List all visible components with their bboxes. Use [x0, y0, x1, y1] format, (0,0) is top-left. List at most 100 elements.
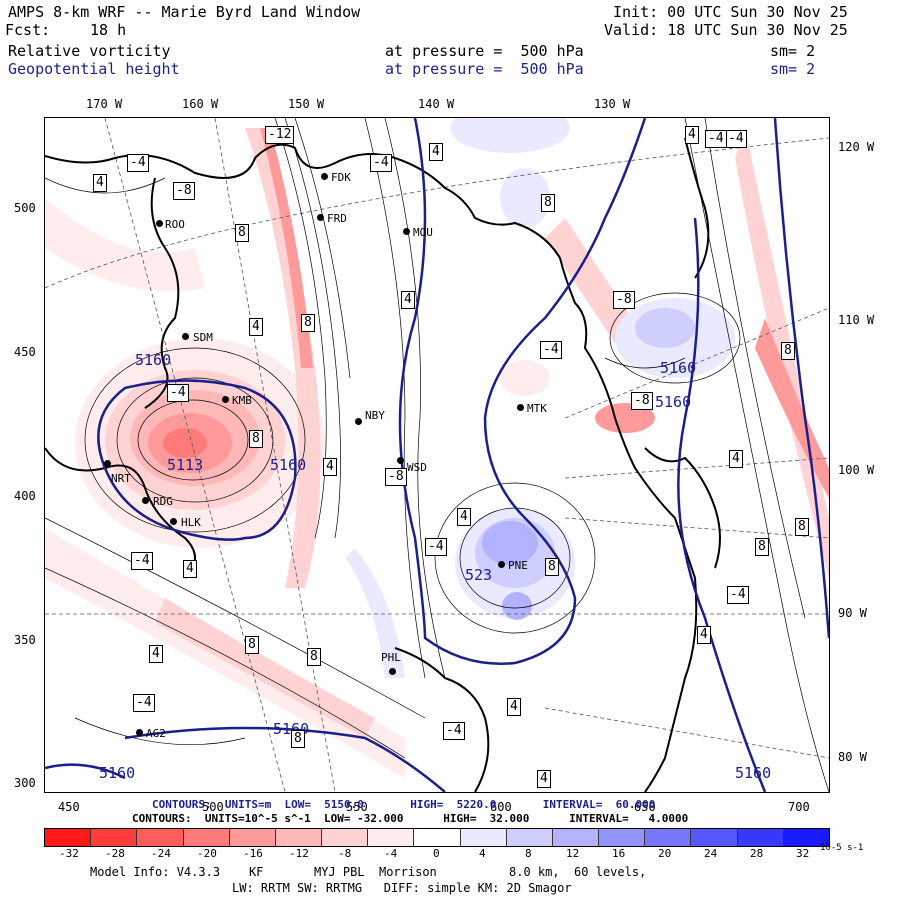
station-label: SDM [193, 331, 213, 344]
color-scale-tick: -4 [384, 847, 398, 860]
top-lon-label: 170 W [86, 97, 123, 111]
height-label: 5160 [135, 351, 172, 369]
color-swatch [506, 829, 553, 846]
station-label: MTK [527, 402, 547, 415]
color-scale-tick: -8 [338, 847, 352, 860]
color-scale-units: 10-5 s-1 [820, 843, 864, 853]
vorticity-label: -8 [613, 291, 635, 309]
left-y-label: 500 [14, 201, 36, 215]
valid-time: Valid: 18 UTC Sun 30 Nov 25 [604, 21, 848, 39]
top-lon-label: 160 W [182, 97, 219, 111]
color-scale-tick: -16 [243, 847, 263, 860]
coastline [45, 137, 721, 792]
color-swatch [322, 829, 369, 846]
station-marker [170, 518, 177, 525]
vorticity-label: -4 [705, 130, 727, 148]
color-swatch [183, 829, 230, 846]
vorticity-label: 4 [93, 174, 107, 192]
vorticity-label: -4 [425, 538, 447, 556]
color-scale-tick: -24 [151, 847, 171, 860]
vorticity-label: 8 [307, 648, 321, 666]
station-marker [222, 396, 229, 403]
color-scale-tick: -20 [197, 847, 217, 860]
station-label: WSD [407, 461, 427, 474]
color-swatch [645, 829, 692, 846]
vorticity-label: -4 [540, 341, 562, 359]
vorticity-label: 4 [537, 770, 551, 788]
field2-smoothing: sm= 2 [770, 60, 816, 78]
vorticity-label: 4 [457, 508, 471, 526]
vorticity-label: 4 [401, 291, 415, 309]
color-scale-tick: 8 [525, 847, 532, 860]
vorticity-label: 4 [729, 450, 743, 468]
height-label: 5160 [99, 764, 136, 782]
vorticity-label: -8 [173, 182, 195, 200]
color-scale-tick: 4 [479, 847, 486, 860]
color-scale [44, 828, 830, 847]
vorticity-label: -8 [385, 468, 407, 486]
height-label: 5160 [735, 764, 772, 782]
top-lon-label: 150 W [288, 97, 325, 111]
color-swatch [137, 829, 184, 846]
chart-title: AMPS 8-km WRF -- Marie Byrd Land Window [8, 3, 361, 21]
color-scale-tick: 32 [796, 847, 810, 860]
right-lon-label: 80 W [838, 750, 867, 764]
vorticity-label: 8 [795, 518, 809, 536]
station-label: KMB [232, 394, 252, 407]
bottom-x-label: 600 [490, 800, 512, 814]
station-marker [517, 404, 524, 411]
height-label: 5160 [660, 359, 697, 377]
station-marker [104, 460, 111, 467]
vorticity-label: -4 [133, 694, 155, 712]
color-swatch [229, 829, 276, 846]
vorticity-label: -8 [631, 392, 653, 410]
color-swatch [552, 829, 600, 846]
vorticity-label: 8 [245, 636, 259, 654]
vorticity-label: 8 [541, 194, 555, 212]
vorticity-label: -4 [725, 130, 747, 148]
left-y-label: 300 [14, 776, 36, 790]
vorticity-label: 4 [685, 126, 699, 144]
map-canvas [45, 118, 829, 792]
bottom-x-label: 700 [788, 800, 810, 814]
station-marker [182, 333, 189, 340]
color-scale-tick: -12 [289, 847, 309, 860]
color-swatch [599, 829, 646, 846]
color-scale-tick: 28 [750, 847, 764, 860]
station-marker [321, 173, 328, 180]
vorticity-label: 8 [545, 558, 559, 576]
right-lon-label: 100 W [838, 463, 875, 477]
vorticity-label: 4 [507, 698, 521, 716]
height-label: 5160 [270, 456, 307, 474]
vorticity-label: -12 [265, 126, 295, 144]
model-physics: LW: RRTM SW: RRTMG DIFF: simple KM: 2D S… [232, 881, 572, 895]
station-marker [355, 418, 362, 425]
map-panel: 5160 5113 5160 5160 5160 5160 5160 5160 … [44, 117, 830, 793]
color-scale-tick: 20 [658, 847, 672, 860]
station-marker [142, 497, 149, 504]
station-label: PHL [381, 651, 401, 664]
model-info: Model Info: V4.3.3 KF MYJ PBL Morrison 8… [90, 865, 647, 879]
vorticity-shading [45, 118, 829, 778]
vorticity-label: -4 [131, 552, 153, 570]
vorticity-label: 4 [697, 626, 711, 644]
station-label: RDG [153, 495, 173, 508]
color-swatch [91, 829, 138, 846]
init-time: Init: 00 UTC Sun 30 Nov 25 [613, 3, 848, 21]
color-swatch [275, 829, 323, 846]
color-swatch [691, 829, 738, 846]
vorticity-label: 8 [781, 342, 795, 360]
left-y-label: 450 [14, 345, 36, 359]
vorticity-label: 8 [235, 224, 249, 242]
color-scale-tick: 0 [433, 847, 440, 860]
forecast-label: Fcst: [5, 21, 51, 39]
left-y-label: 350 [14, 633, 36, 647]
right-lon-label: 90 W [838, 606, 867, 620]
vorticity-label: 4 [323, 458, 337, 476]
station-label: NRT [111, 472, 131, 485]
station-label: FDK [331, 171, 351, 184]
station-label: PNE [508, 559, 528, 572]
station-label: FRD [327, 212, 347, 225]
top-lon-label: 140 W [418, 97, 455, 111]
top-lon-label: 130 W [594, 97, 631, 111]
